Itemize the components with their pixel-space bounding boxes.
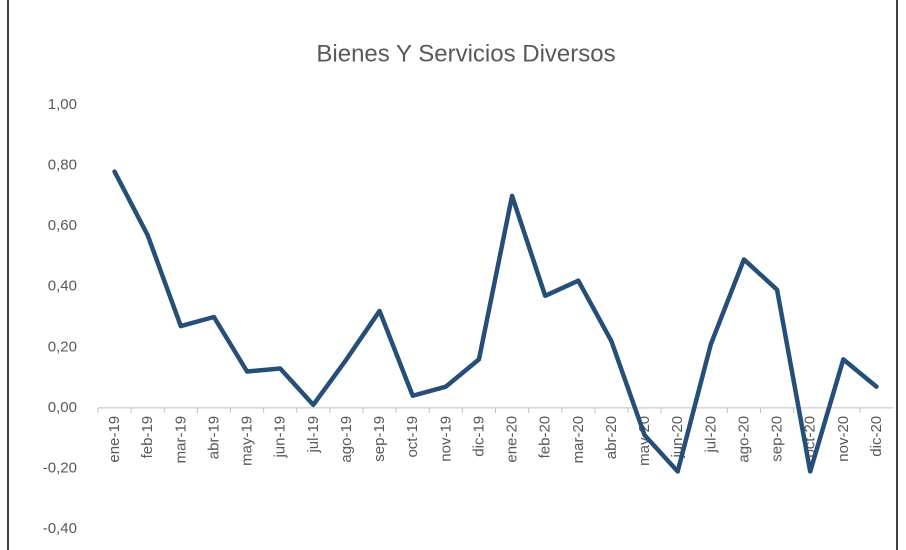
x-tick-label: feb-20 xyxy=(537,416,554,459)
chart-border xyxy=(7,0,898,550)
x-tick-label: sep-19 xyxy=(371,416,388,462)
x-tick-label: jun-19 xyxy=(272,416,289,459)
x-tick-label: nov-20 xyxy=(835,416,852,462)
x-tick-label: abr-20 xyxy=(603,416,620,459)
x-tick-label: feb-19 xyxy=(139,416,156,459)
y-tick-label: -0,40 xyxy=(43,520,77,537)
x-tick-label: sep-20 xyxy=(769,416,786,462)
y-tick-label: 0,60 xyxy=(48,217,77,234)
x-tick-label: may-19 xyxy=(239,416,256,466)
x-tick-label: dic-20 xyxy=(868,416,885,457)
x-tick-label: abr-19 xyxy=(205,416,222,459)
x-tick-label: jul-20 xyxy=(702,416,719,454)
x-tick-label: ago-20 xyxy=(735,416,752,463)
y-tick-label: 0,00 xyxy=(48,399,77,416)
x-tick-label: ene-20 xyxy=(504,416,521,463)
x-tick-label: dic-19 xyxy=(470,416,487,457)
y-tick-label: 0,80 xyxy=(48,157,77,174)
y-tick-label: 1,00 xyxy=(48,96,77,113)
x-tick-label: jul-19 xyxy=(305,416,322,454)
line-series xyxy=(112,169,879,474)
y-tick-label: -0,20 xyxy=(43,459,77,476)
x-tick-label: oct-19 xyxy=(404,416,421,458)
x-tick-label: ene-19 xyxy=(106,416,123,463)
x-tick-label: nov-19 xyxy=(437,416,454,462)
x-tick-label: ago-19 xyxy=(338,416,355,463)
y-tick-label: 0,40 xyxy=(48,278,77,295)
chart-title: Bienes Y Servicios Diversos xyxy=(316,40,615,67)
y-tick-label: 0,20 xyxy=(48,338,77,355)
x-tick-label: mar-19 xyxy=(172,416,189,464)
x-tick-label: mar-20 xyxy=(570,416,587,464)
